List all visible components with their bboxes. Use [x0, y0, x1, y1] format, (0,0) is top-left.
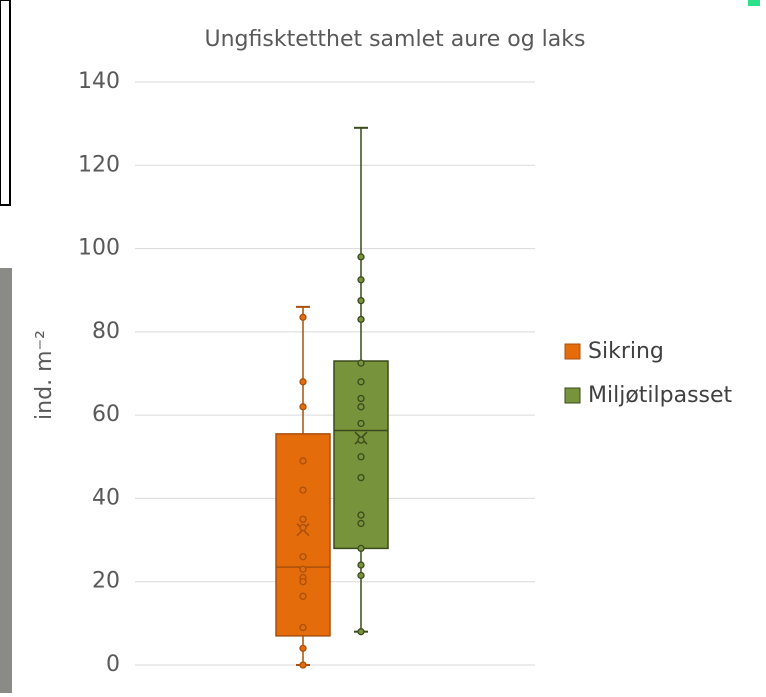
data-point [358, 360, 364, 366]
legend-swatch [565, 388, 580, 403]
y-tick-label: 80 [92, 319, 120, 344]
data-point [358, 254, 364, 260]
data-point [300, 458, 306, 464]
y-tick-label: 60 [92, 402, 120, 427]
data-point [300, 379, 306, 385]
data-point [358, 379, 364, 385]
photo-strip [0, 268, 12, 693]
chart-title: Ungfisktetthet samlet aure og laks [205, 27, 586, 52]
legend-label: Sikring [588, 339, 664, 364]
data-point [300, 314, 306, 320]
data-point [300, 516, 306, 522]
data-point [358, 437, 364, 443]
photo-frame [0, 0, 10, 205]
data-point [358, 545, 364, 551]
data-point [358, 404, 364, 410]
data-point [358, 420, 364, 426]
data-point [358, 298, 364, 304]
chart: Ungfisktetthet samlet aure og laks ind. … [0, 0, 766, 693]
data-point [358, 520, 364, 526]
data-point [300, 645, 306, 651]
data-point [300, 525, 306, 531]
data-point [300, 404, 306, 410]
data-point [358, 316, 364, 322]
y-tick-label: 0 [106, 652, 120, 677]
data-point [358, 395, 364, 401]
data-point [358, 629, 364, 635]
y-tick-label: 140 [78, 69, 120, 94]
data-point [358, 512, 364, 518]
data-point [358, 475, 364, 481]
data-point [300, 566, 306, 572]
y-tick-label: 120 [78, 152, 120, 177]
data-point [300, 593, 306, 599]
marker [748, 0, 760, 6]
data-point [300, 554, 306, 560]
legend-label: Miljøtilpasset [588, 383, 733, 408]
data-point [300, 487, 306, 493]
data-point [358, 572, 364, 578]
y-axis-label: ind. m⁻² [32, 330, 57, 420]
data-point [358, 562, 364, 568]
y-tick-label: 20 [92, 569, 120, 594]
data-point [300, 579, 306, 585]
data-point [358, 454, 364, 460]
data-point [300, 625, 306, 631]
y-tick-label: 40 [92, 485, 120, 510]
legend-swatch [565, 344, 580, 359]
data-point [300, 662, 306, 668]
y-tick-label: 100 [78, 236, 120, 261]
data-point [358, 277, 364, 283]
